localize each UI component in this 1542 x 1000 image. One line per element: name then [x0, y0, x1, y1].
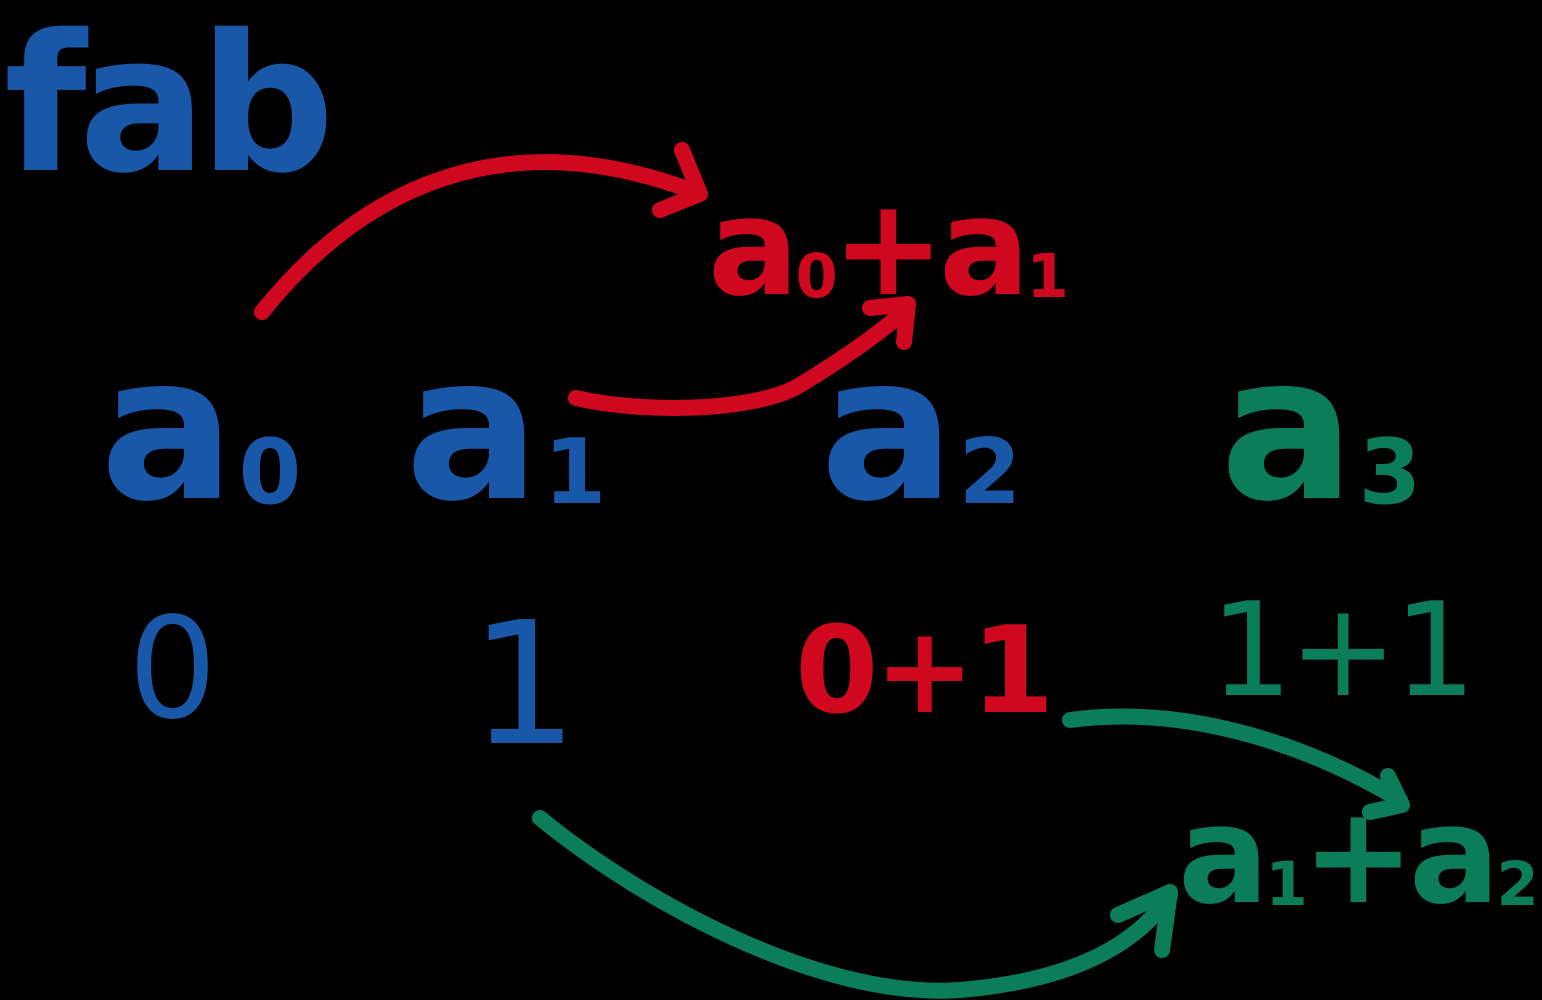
term-base: a	[100, 313, 235, 546]
sum-a0-plus-a1: a0+a1	[708, 180, 1069, 315]
diagram-title: fab	[4, 0, 335, 215]
term-a0: a0	[100, 330, 301, 530]
arrowhead-value-a1-to-green-sum	[1110, 884, 1178, 958]
sum-subscript: 1	[1026, 242, 1068, 313]
term-subscript: 3	[1358, 419, 1422, 525]
term-base: a	[820, 313, 955, 546]
arrowhead-a1-to-a2	[862, 296, 916, 350]
value-a2: 0+1	[795, 602, 1055, 741]
sum-subscript: 0	[795, 242, 838, 313]
term-base: a	[1220, 313, 1355, 546]
sum-term: a	[938, 169, 1030, 326]
term-subscript: 1	[543, 419, 607, 525]
sum-term: a	[1178, 777, 1269, 934]
sum-plus: +	[1301, 777, 1415, 934]
arrow-a0-to-red-sum	[254, 154, 698, 320]
value-a0: 0	[128, 588, 218, 751]
arrow-value-a1-to-green-sum	[532, 810, 1178, 999]
term-subscript: 0	[238, 419, 302, 525]
term-a2: a2	[820, 330, 1021, 530]
term-subscript: 2	[958, 419, 1022, 525]
value-a3: 1+1	[1210, 574, 1476, 726]
arrowhead-value-a2-to-green-sum	[1362, 768, 1410, 820]
sum-term: a	[708, 169, 799, 326]
arrow-value-a2-to-green-sum	[1062, 708, 1408, 808]
arrow-a1-to-a2	[568, 302, 913, 416]
sum-a1-plus-a2: a1+a2	[1178, 788, 1539, 923]
term-a1: a1	[405, 330, 606, 530]
value-a1: 1	[470, 586, 579, 784]
term-a3: a3	[1220, 330, 1421, 530]
sum-subscript: 2	[1496, 850, 1538, 921]
sum-plus: +	[831, 169, 945, 326]
term-base: a	[405, 313, 540, 546]
sum-term: a	[1408, 777, 1500, 934]
sum-subscript: 1	[1265, 850, 1308, 921]
arrowhead-a0-to-red-sum	[652, 142, 708, 218]
